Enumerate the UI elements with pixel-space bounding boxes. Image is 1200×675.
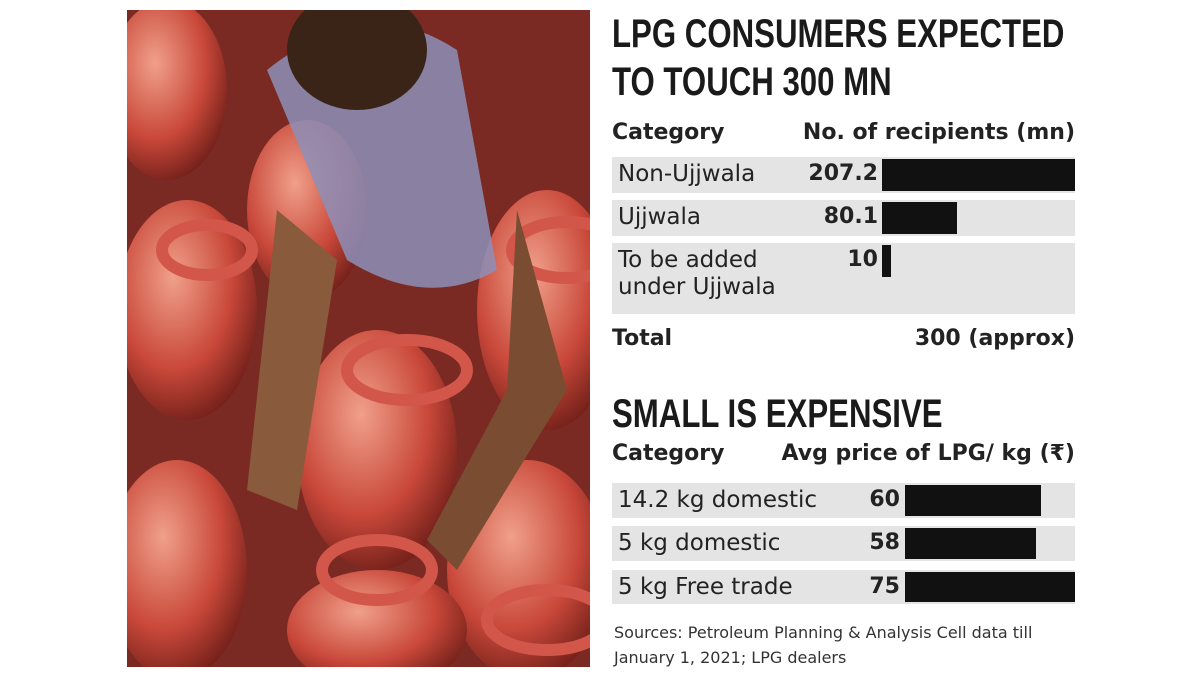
value-label: 10 <box>847 247 878 272</box>
category-label: 14.2 kg domestic <box>618 487 818 513</box>
total-value: 300 (approx) <box>914 326 1075 351</box>
category-label: 5 kg domestic <box>618 530 781 556</box>
bar <box>882 159 1075 191</box>
value-label: 58 <box>869 530 900 555</box>
column-header: Category <box>612 120 725 145</box>
row-band <box>612 243 1075 314</box>
total-label: Total <box>612 326 673 351</box>
category-label: 5 kg Free trade <box>618 574 793 600</box>
sources: Sources: Petroleum Planning & Analysis C… <box>614 623 1033 667</box>
column-header: Avg price of LPG/ kg (₹) <box>781 441 1075 466</box>
value-label: 80.1 <box>823 204 878 229</box>
bar <box>905 572 1075 602</box>
value-label: 60 <box>869 487 900 512</box>
column-header: Category <box>612 441 725 466</box>
category-label: Non-Ujjwala <box>618 161 756 187</box>
value-label: 207.2 <box>808 161 878 186</box>
bar <box>905 485 1041 516</box>
value-label: 75 <box>869 574 900 599</box>
chart-title: SMALL IS EXPENSIVE <box>612 392 943 436</box>
bar <box>905 528 1037 559</box>
bar <box>882 202 957 234</box>
column-header: No. of recipients (mn) <box>802 120 1075 145</box>
category-label: To be added under Ujjwala <box>618 247 776 300</box>
category-label: Ujjwala <box>618 204 702 230</box>
photo <box>127 10 590 667</box>
chart-title: LPG CONSUMERS EXPECTED TO TOUCH 300 MN <box>612 12 1065 104</box>
bar <box>882 245 892 277</box>
row-band <box>612 200 1075 236</box>
